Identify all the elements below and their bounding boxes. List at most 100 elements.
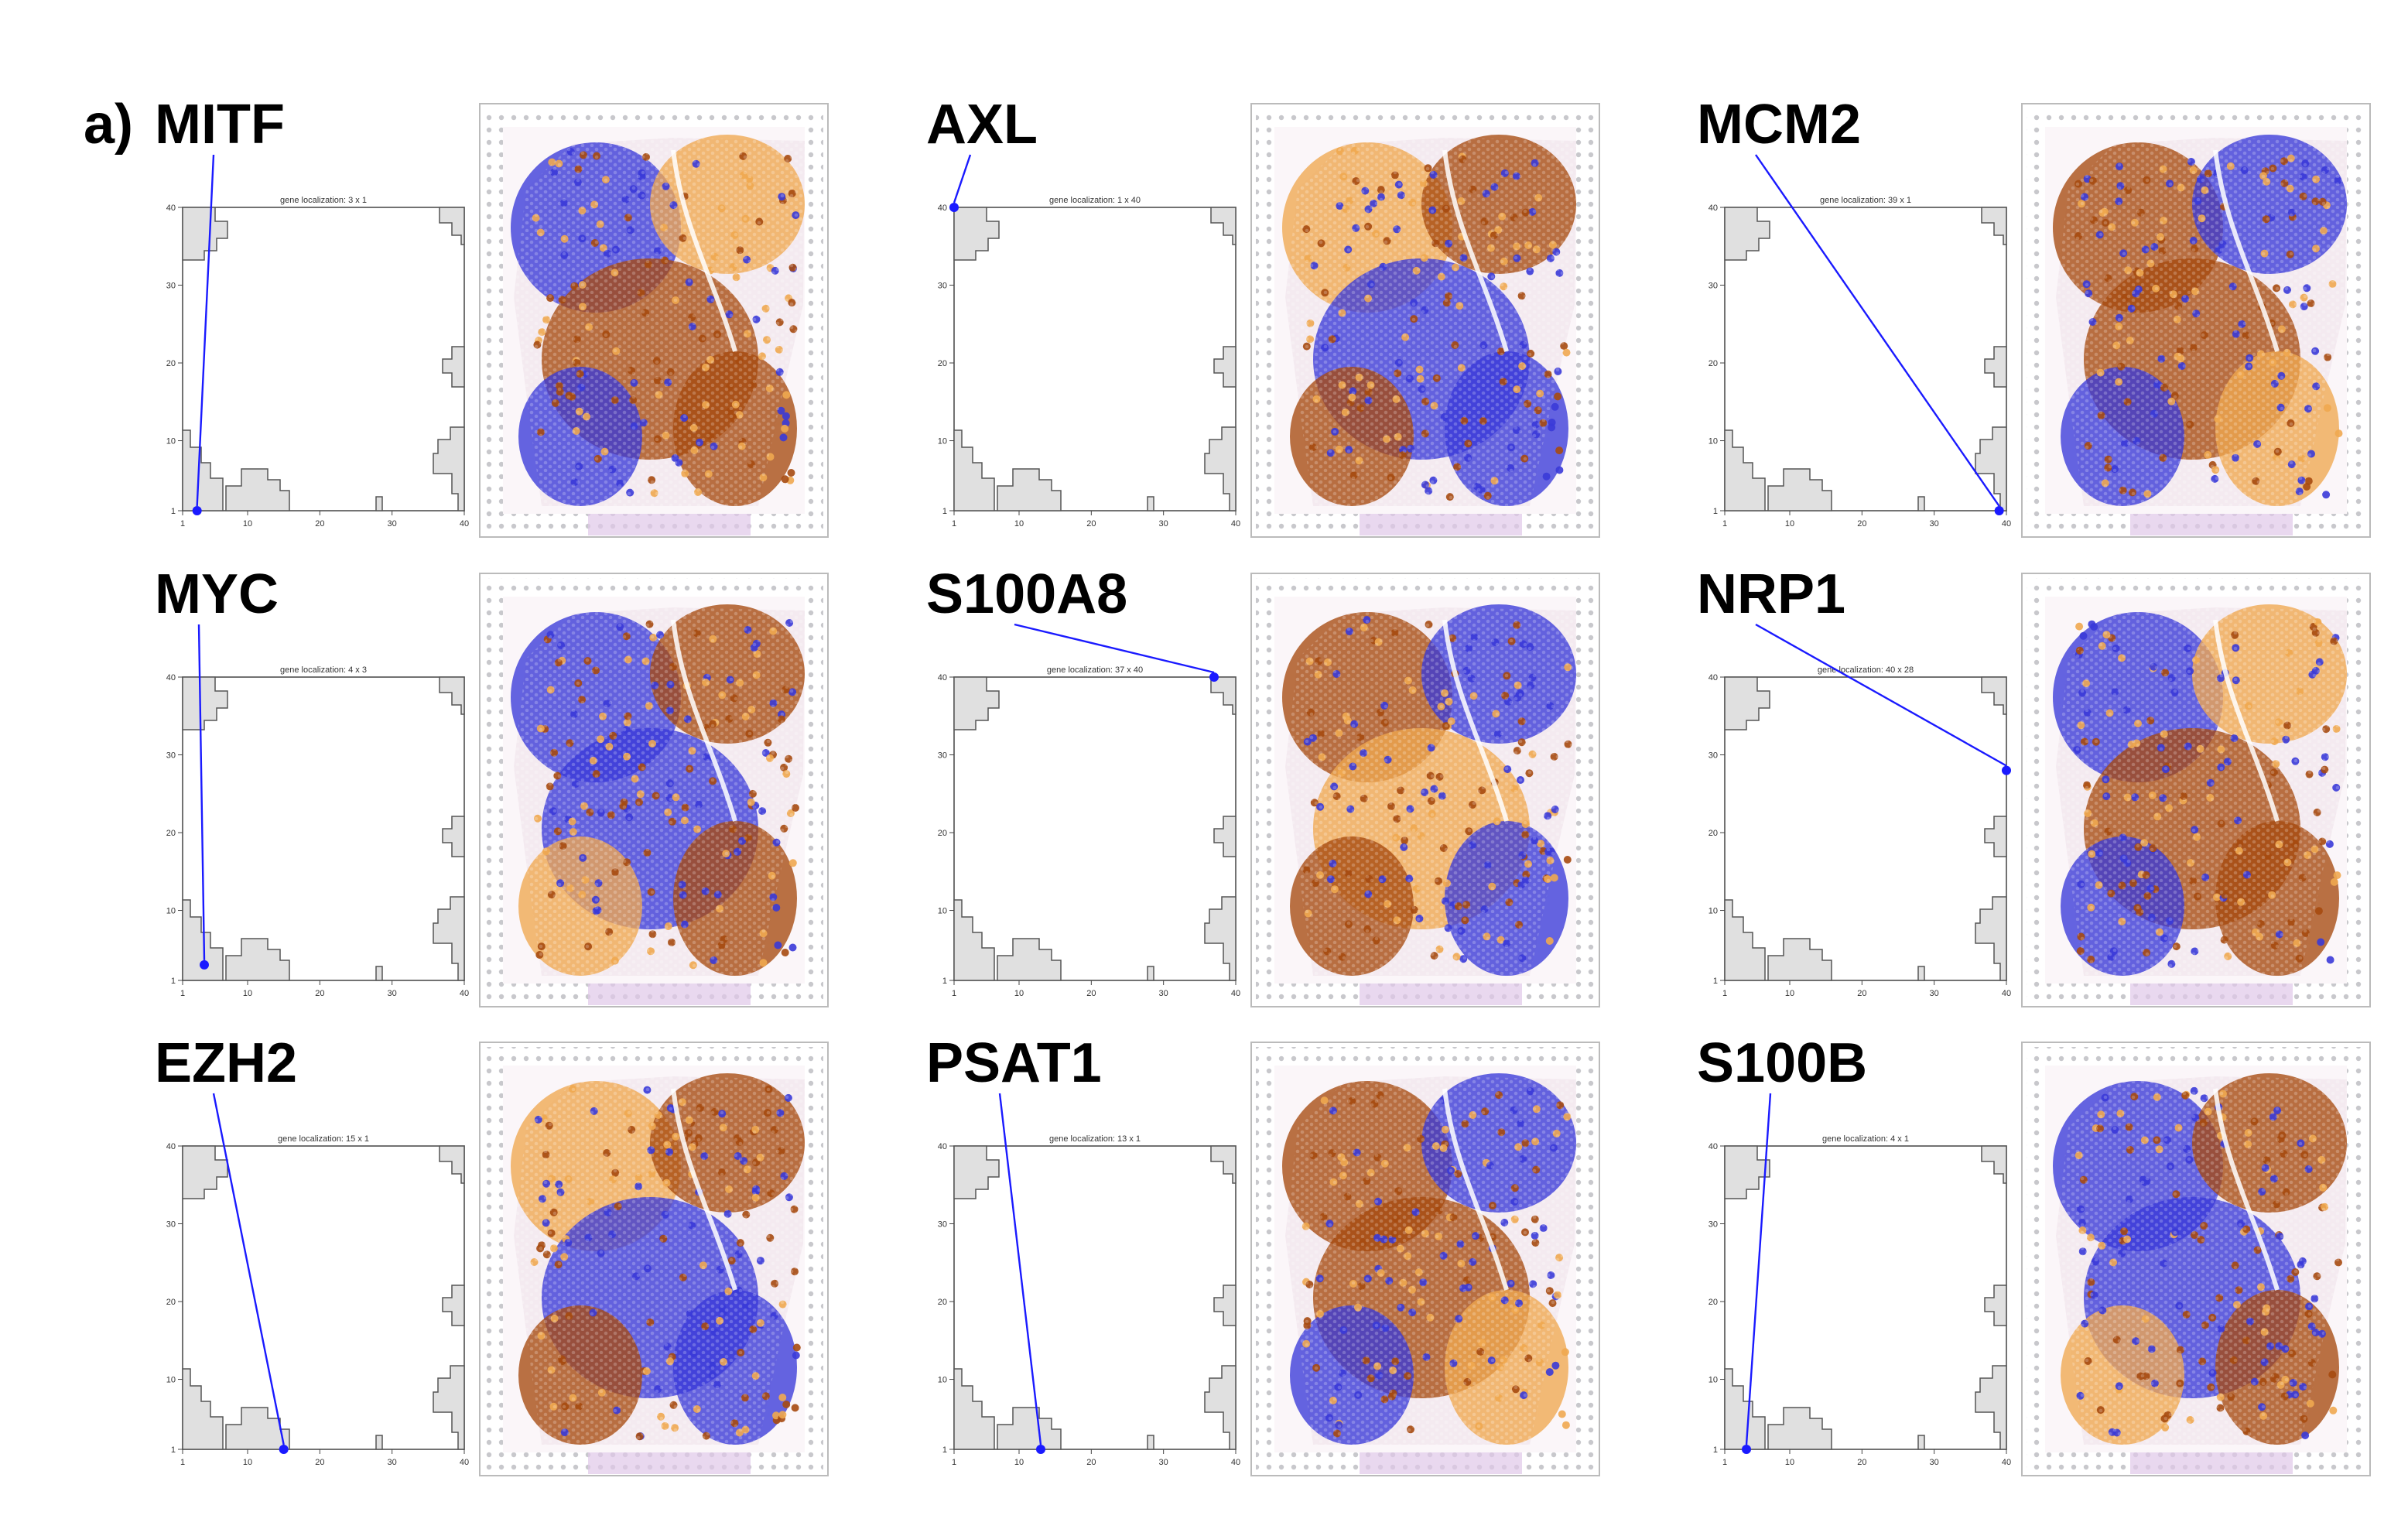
y-tick-label: 30 (938, 282, 947, 291)
gray-region (375, 1435, 383, 1450)
gray-region (439, 676, 465, 715)
gray-region (1767, 468, 1832, 511)
x-tick-label: 1 (1722, 989, 1727, 998)
fiducial-band (1360, 984, 1522, 1005)
gray-region (225, 1407, 290, 1450)
spot-mesh (514, 1076, 805, 1445)
plot-title: gene localization: 13 x 1 (1049, 1134, 1141, 1144)
location-marker (279, 1445, 289, 1454)
tissue-image (1250, 103, 1600, 538)
gray-region (997, 1407, 1062, 1450)
fiducial-band (588, 514, 751, 535)
x-tick-label: 30 (388, 989, 397, 998)
pointer-arrow (998, 1093, 1042, 1445)
panel-ezh2: EZH2 gene localization: 15 x 1 40 30 20 10 11 1… (155, 1032, 829, 1476)
plot-frame (1724, 676, 2007, 981)
expression-spot (781, 424, 789, 433)
gray-region (1981, 1145, 2007, 1184)
gray-region (1213, 816, 1236, 857)
x-tick-label: 20 (315, 989, 324, 998)
y-tick-label: 10 (938, 437, 947, 446)
y-tick-label: 20 (166, 1298, 176, 1307)
x-tick-label: 40 (460, 989, 469, 998)
y-tick-label: 1 (1713, 507, 1718, 516)
x-tick-label: 40 (1231, 1458, 1240, 1467)
tissue-fold (1442, 1088, 1509, 1291)
pointer-arrow (1014, 623, 1215, 674)
plot-frame (953, 1145, 1236, 1450)
tissue-image (1250, 573, 1600, 1007)
plot-title: gene localization: 15 x 1 (278, 1134, 369, 1144)
gray-region (182, 676, 228, 730)
panel-mitf: MITF gene localization: 3 x 1 40 30 20 10 11 10… (155, 94, 829, 538)
gray-region (1981, 207, 2007, 245)
expression-spot (781, 475, 789, 484)
expression-spot (1555, 466, 1564, 474)
expression-spot (2333, 871, 2341, 880)
y-tick-label: 10 (1709, 437, 1718, 446)
x-tick-label: 40 (1231, 989, 1240, 998)
spot-mesh (514, 607, 805, 976)
expression-spot (777, 406, 785, 415)
spot-mesh (1285, 1076, 1576, 1445)
spot-mesh (514, 138, 805, 506)
expression-spot (1551, 1361, 1560, 1370)
gray-region (1984, 346, 2007, 388)
y-tick-label: 1 (1713, 1445, 1718, 1455)
gray-region (997, 468, 1062, 511)
localization-plot: gene localization: 3 x 1 40 30 20 10 11 10 20 30… (166, 154, 469, 529)
gray-region (225, 468, 290, 511)
plot-frame (1724, 207, 2007, 511)
expression-spot (2322, 491, 2331, 499)
gene-label: S100B (1697, 1032, 1867, 1094)
location-marker (1036, 1445, 1045, 1454)
location-marker (2002, 765, 2011, 775)
x-tick-label: 20 (1086, 519, 1096, 529)
spot-mesh (2056, 1076, 2347, 1445)
spot-mesh (2056, 607, 2347, 976)
x-tick-label: 30 (1159, 519, 1168, 529)
expression-spot (1548, 423, 1556, 432)
tissue-image (479, 573, 829, 1007)
gray-region (953, 676, 1000, 730)
gray-region (182, 899, 224, 981)
plot-frame (182, 207, 465, 511)
localization-plot: gene localization: 39 x 1 40 30 20 10 11 10 20 3… (1709, 154, 2011, 529)
y-tick-label: 20 (938, 1298, 947, 1307)
expression-spot (1551, 402, 1559, 411)
tissue-fold (2213, 619, 2280, 822)
plot-frame (182, 1145, 465, 1450)
gray-region (953, 207, 1000, 261)
gene-label: S100A8 (926, 563, 1127, 625)
expression-spot (779, 433, 788, 442)
plot-frame (953, 207, 1236, 511)
y-tick-label: 40 (1709, 673, 1718, 682)
y-tick-label: 40 (938, 1142, 947, 1151)
y-tick-label: 10 (166, 437, 176, 446)
panel-s100a8: S100A8 gene localization: 37 x 40 40 30 20 10… (926, 563, 1600, 1007)
gray-region (442, 1285, 465, 1326)
expression-spot (2301, 1432, 2310, 1439)
y-tick-label: 30 (1709, 282, 1718, 291)
gene-label: MCM2 (1697, 94, 1861, 156)
gray-region (1147, 1435, 1154, 1450)
expression-spot (1545, 937, 1554, 945)
gray-region (375, 496, 383, 511)
y-tick-label: 30 (1709, 1220, 1718, 1230)
expression-spot (787, 469, 795, 477)
expression-spot (774, 941, 782, 949)
y-tick-label: 30 (166, 282, 176, 291)
x-tick-label: 10 (243, 519, 252, 529)
x-tick-label: 30 (1159, 1458, 1168, 1467)
y-tick-label: 40 (166, 673, 176, 682)
gray-region (442, 816, 465, 857)
x-tick-label: 1 (1722, 519, 1727, 529)
localization-plot: gene localization: 1 x 40 40 30 20 10 11 10 20 3… (938, 154, 1240, 529)
x-tick-label: 30 (1930, 989, 1939, 998)
expression-spot (1554, 392, 1562, 401)
y-tick-label: 10 (1709, 1376, 1718, 1385)
x-tick-label: 20 (315, 519, 324, 529)
panel-axl: AXL gene localization: 1 x 40 40 30 20 10 11 10… (926, 94, 1600, 538)
